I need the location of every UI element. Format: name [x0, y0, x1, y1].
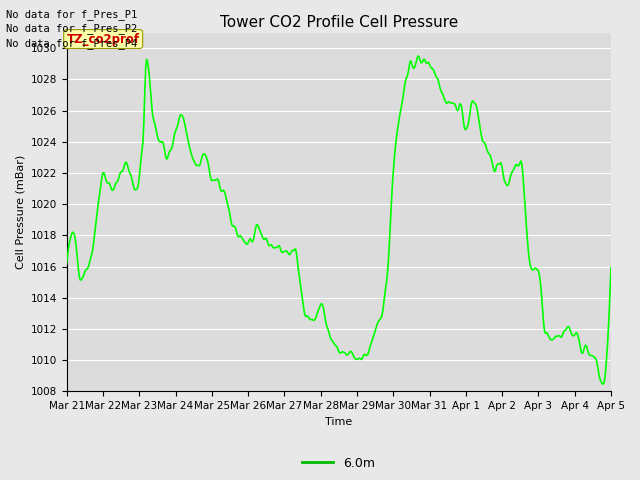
- Text: No data for f_Pres_P2: No data for f_Pres_P2: [6, 23, 138, 34]
- X-axis label: Time: Time: [325, 417, 353, 427]
- Y-axis label: Cell Pressure (mBar): Cell Pressure (mBar): [15, 155, 25, 269]
- Legend: 6.0m: 6.0m: [297, 452, 380, 475]
- Title: Tower CO2 Profile Cell Pressure: Tower CO2 Profile Cell Pressure: [220, 15, 458, 30]
- Text: No data for f_Pres_P4: No data for f_Pres_P4: [6, 37, 138, 48]
- Text: TZ_co2prof: TZ_co2prof: [67, 33, 140, 46]
- Text: No data for f_Pres_P1: No data for f_Pres_P1: [6, 9, 138, 20]
